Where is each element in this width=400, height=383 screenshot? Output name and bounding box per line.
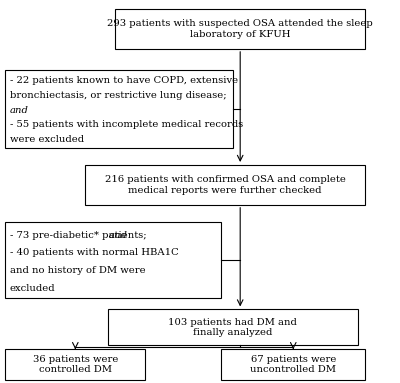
FancyBboxPatch shape [5, 349, 146, 380]
Text: and: and [109, 231, 128, 240]
FancyBboxPatch shape [5, 70, 233, 148]
Text: bronchiectasis, or restrictive lung disease;: bronchiectasis, or restrictive lung dise… [10, 91, 226, 100]
Text: - 55 patients with incomplete medical records: - 55 patients with incomplete medical re… [10, 121, 243, 129]
Text: and: and [10, 106, 29, 115]
Text: were excluded: were excluded [10, 135, 84, 144]
Text: - 40 patients with normal HBA1C: - 40 patients with normal HBA1C [10, 248, 178, 257]
Text: 36 patients were
controlled DM: 36 patients were controlled DM [33, 355, 118, 374]
FancyBboxPatch shape [221, 349, 365, 380]
Text: excluded: excluded [10, 284, 55, 293]
Text: 67 patients were
uncontrolled DM: 67 patients were uncontrolled DM [250, 355, 336, 374]
Text: - 73 pre-diabetic* patients;: - 73 pre-diabetic* patients; [10, 231, 150, 240]
Text: 293 patients with suspected OSA attended the sleep
laboratory of KFUH: 293 patients with suspected OSA attended… [107, 19, 373, 39]
Text: - 22 patients known to have COPD, extensive: - 22 patients known to have COPD, extens… [10, 76, 238, 85]
FancyBboxPatch shape [108, 309, 358, 345]
FancyBboxPatch shape [85, 165, 365, 205]
Text: 216 patients with confirmed OSA and complete
medical reports were further checke: 216 patients with confirmed OSA and comp… [104, 175, 346, 195]
Text: and no history of DM were: and no history of DM were [10, 266, 145, 275]
Text: 103 patients had DM and
finally analyzed: 103 patients had DM and finally analyzed [168, 318, 297, 337]
FancyBboxPatch shape [5, 222, 221, 298]
FancyBboxPatch shape [115, 9, 365, 49]
